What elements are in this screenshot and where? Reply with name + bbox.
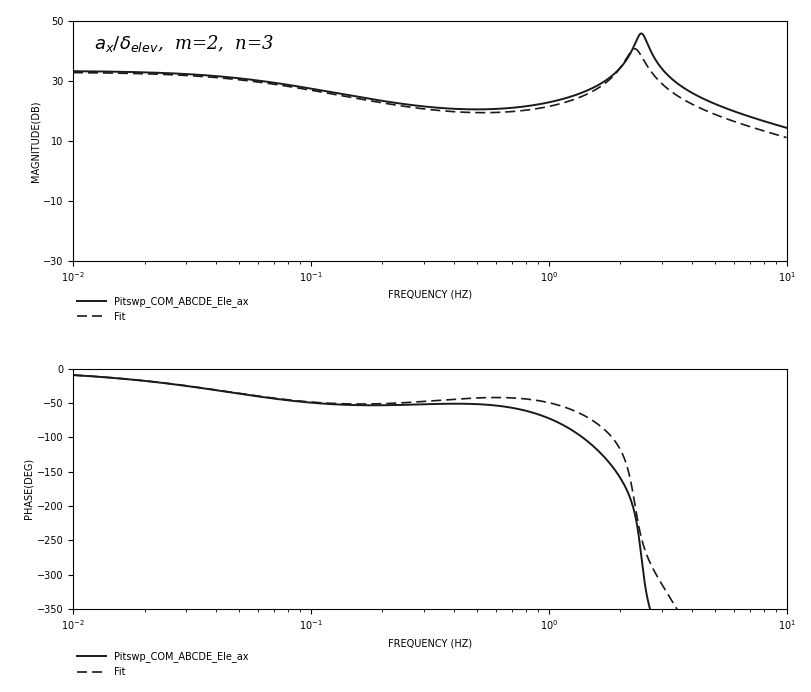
Pitswp_COM_ABCDE_Ele_ax bbox=[341, 401, 351, 409]
Line: Fit: Fit bbox=[73, 49, 787, 138]
Legend: Pitswp_COM_ABCDE_Ele_ax, Fit: Pitswp_COM_ABCDE_Ele_ax, Fit bbox=[73, 648, 252, 681]
Pitswp_COM_ABCDE_Ele_ax bbox=[768, 120, 778, 128]
Fit bbox=[149, 70, 159, 78]
Fit bbox=[341, 400, 351, 408]
Pitswp_COM_ABCDE_Ele_ax bbox=[768, 612, 778, 620]
Pitswp_COM_ABCDE_Ele_ax bbox=[149, 69, 159, 77]
Fit bbox=[192, 383, 202, 392]
Fit bbox=[68, 69, 78, 77]
Pitswp_COM_ABCDE_Ele_ax bbox=[68, 371, 78, 379]
X-axis label: FREQUENCY (HZ): FREQUENCY (HZ) bbox=[388, 638, 472, 648]
Pitswp_COM_ABCDE_Ele_ax bbox=[637, 29, 646, 37]
Fit bbox=[768, 612, 778, 620]
Pitswp_COM_ABCDE_Ele_ax bbox=[691, 612, 701, 620]
Text: $a_x/\delta_{elev}$,  m=2,  n=3: $a_x/\delta_{elev}$, m=2, n=3 bbox=[94, 33, 275, 54]
Fit bbox=[373, 400, 383, 408]
Pitswp_COM_ABCDE_Ele_ax bbox=[192, 71, 202, 79]
Line: Pitswp_COM_ABCDE_Ele_ax: Pitswp_COM_ABCDE_Ele_ax bbox=[73, 33, 787, 128]
Fit bbox=[782, 612, 792, 620]
Fit bbox=[68, 371, 78, 379]
Legend: Pitswp_COM_ABCDE_Ele_ax, Fit: Pitswp_COM_ABCDE_Ele_ax, Fit bbox=[73, 292, 252, 326]
Line: Fit: Fit bbox=[73, 375, 787, 616]
Pitswp_COM_ABCDE_Ele_ax bbox=[691, 91, 701, 99]
Pitswp_COM_ABCDE_Ele_ax bbox=[149, 378, 159, 386]
Fit bbox=[629, 45, 639, 53]
Fit bbox=[691, 612, 701, 620]
Fit bbox=[782, 134, 792, 142]
Pitswp_COM_ABCDE_Ele_ax bbox=[782, 124, 792, 132]
Y-axis label: MAGNITUDE(DB): MAGNITUDE(DB) bbox=[30, 100, 40, 181]
Pitswp_COM_ABCDE_Ele_ax bbox=[782, 612, 792, 620]
X-axis label: FREQUENCY (HZ): FREQUENCY (HZ) bbox=[388, 290, 472, 300]
Pitswp_COM_ABCDE_Ele_ax bbox=[647, 612, 657, 620]
Pitswp_COM_ABCDE_Ele_ax bbox=[373, 96, 383, 104]
Pitswp_COM_ABCDE_Ele_ax bbox=[341, 91, 351, 99]
Y-axis label: PHASE(DEG): PHASE(DEG) bbox=[24, 458, 34, 520]
Fit bbox=[676, 612, 686, 620]
Pitswp_COM_ABCDE_Ele_ax bbox=[373, 401, 383, 410]
Line: Pitswp_COM_ABCDE_Ele_ax: Pitswp_COM_ABCDE_Ele_ax bbox=[73, 375, 787, 616]
Fit bbox=[341, 93, 351, 101]
Fit bbox=[192, 72, 202, 80]
Pitswp_COM_ABCDE_Ele_ax bbox=[192, 383, 202, 392]
Fit bbox=[691, 102, 701, 110]
Fit bbox=[373, 98, 383, 106]
Fit bbox=[149, 378, 159, 386]
Fit bbox=[768, 129, 778, 138]
Pitswp_COM_ABCDE_Ele_ax bbox=[68, 67, 78, 75]
